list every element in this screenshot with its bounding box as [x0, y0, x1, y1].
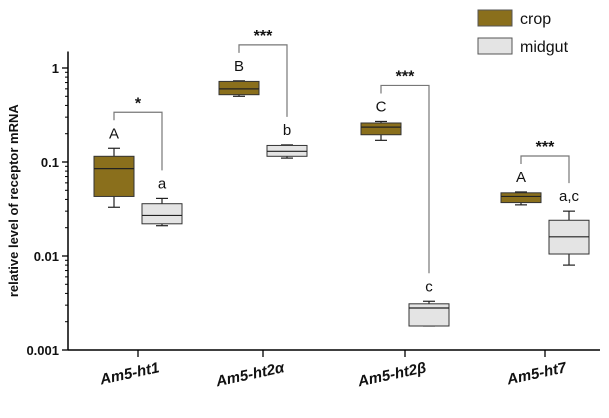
group-letter: C: [376, 98, 387, 115]
group-letter: A: [109, 125, 119, 142]
bracket-line: [380, 84, 430, 274]
y-tick-label: 0.001: [26, 343, 59, 358]
group-letter: B: [234, 58, 244, 75]
significance-bracket-3: ***: [380, 68, 430, 274]
box-body: [500, 192, 542, 204]
y-tick-label: 0.01: [34, 249, 59, 264]
crop-box-4: [500, 191, 542, 206]
y-tick-label: 1: [52, 61, 59, 76]
group-letter: b: [283, 122, 291, 139]
significance-bracket-1: *: [113, 95, 163, 171]
y-axis-label: relative level of receptor mRNA: [6, 104, 21, 298]
y-tick-label: 0.1: [41, 155, 59, 170]
box-body: [408, 303, 450, 327]
x-tick-label: Am5-ht2α: [214, 359, 287, 390]
significance-bracket-2: ***: [238, 28, 288, 117]
significance-marker: *: [135, 95, 142, 112]
bracket-line: [238, 44, 288, 117]
legend-swatch: [477, 9, 513, 27]
group-letter: c: [425, 278, 433, 295]
box-body: [360, 122, 402, 136]
box-body: [141, 203, 183, 225]
midgut-box-4: [548, 210, 590, 266]
significance-marker: ***: [396, 68, 415, 85]
midgut-box-2: [266, 144, 308, 159]
x-tick-label: Am5-ht2β: [356, 359, 428, 390]
group-letter: a: [158, 175, 167, 192]
midgut-box-3: [408, 300, 450, 327]
significance-marker: ***: [536, 139, 555, 156]
crop-box-2: [218, 80, 260, 97]
significance-marker: ***: [254, 28, 273, 45]
legend-label: midgut: [520, 39, 569, 56]
group-letter: a,c: [559, 188, 580, 205]
legend-swatch: [477, 37, 513, 55]
crop-box-1: [93, 147, 135, 208]
x-tick-label: Am5-ht7: [505, 359, 569, 388]
crop-box-3: [360, 120, 402, 141]
midgut-box-1: [141, 197, 183, 227]
box-body: [218, 80, 260, 96]
group-letter: A: [516, 169, 526, 186]
legend: crop midgut: [477, 9, 569, 56]
x-tick-label: Am5-ht1: [98, 359, 161, 388]
box-body: [93, 155, 135, 197]
significance-bracket-4: ***: [520, 139, 570, 184]
bracket-line: [113, 111, 163, 171]
bracket-line: [520, 155, 570, 184]
legend-label: crop: [520, 11, 551, 28]
